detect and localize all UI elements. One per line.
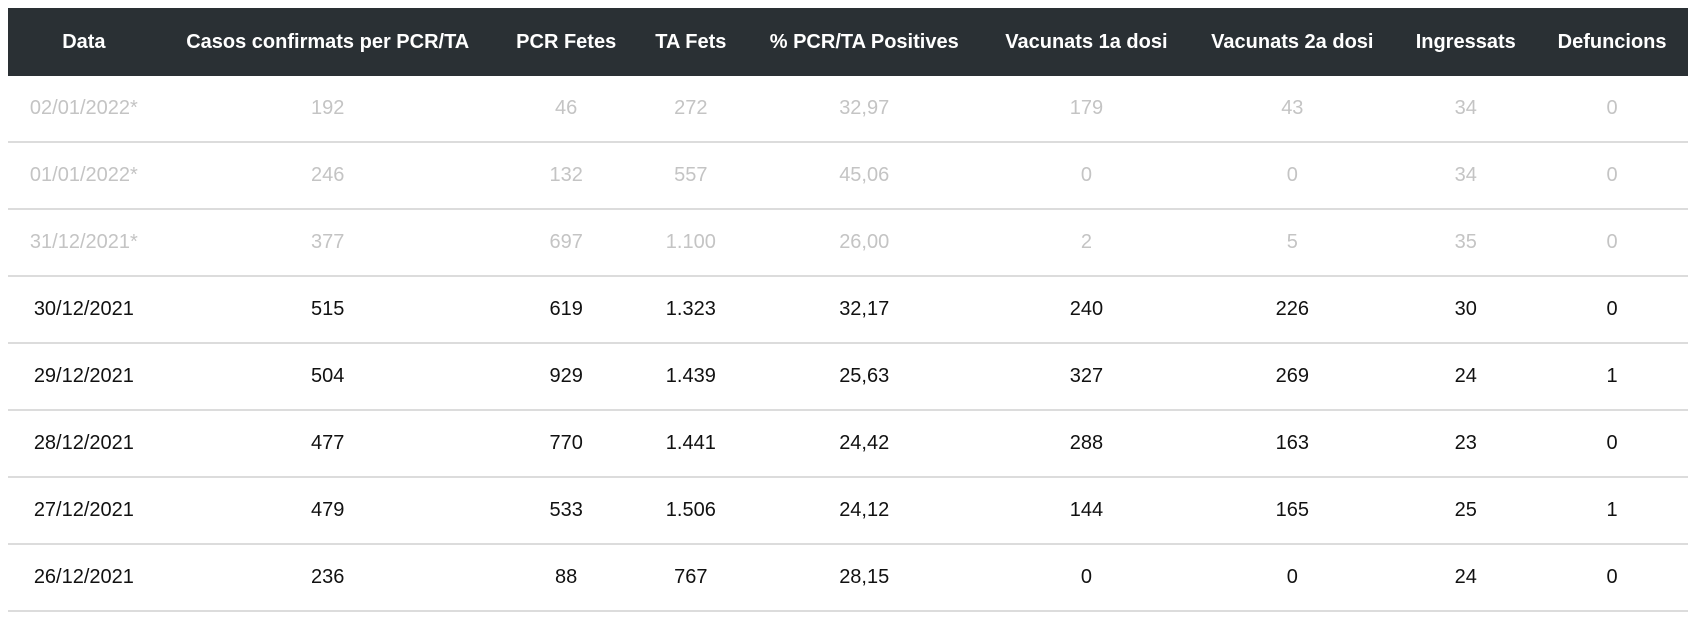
cell-hospitalized: 34 — [1395, 142, 1537, 210]
cell-ta-done: 767 — [636, 544, 745, 612]
cell-vaccinated-2nd-dose: 269 — [1189, 343, 1396, 411]
cell-vaccinated-2nd-dose: 43 — [1189, 76, 1396, 143]
cell-positive-rate: 32,17 — [745, 276, 984, 344]
cell-deaths: 1 — [1536, 343, 1688, 411]
cell-ta-done: 1.100 — [636, 209, 745, 277]
cell-vaccinated-2nd-dose: 5 — [1189, 209, 1396, 277]
cell-date: 02/01/2022* — [8, 76, 160, 143]
cell-pcr-done: 88 — [495, 544, 637, 612]
cell-ta-done: 1.323 — [636, 276, 745, 344]
cell-ta-done: 272 — [636, 76, 745, 143]
table-row: 31/12/2021* 377 697 1.100 26,00 2 5 35 0 — [8, 209, 1688, 277]
cell-confirmed-cases: 192 — [159, 76, 496, 143]
cell-vaccinated-1st-dose: 0 — [983, 142, 1190, 210]
cell-confirmed-cases: 246 — [159, 142, 496, 210]
cell-pcr-done: 770 — [495, 410, 637, 478]
cell-pcr-done: 929 — [495, 343, 637, 411]
cell-pcr-done: 697 — [495, 209, 637, 277]
column-header-deaths: Defuncions — [1557, 30, 1667, 53]
cell-hospitalized: 23 — [1395, 410, 1537, 478]
table-header-row: Data Casos confirmats per PCR/TA PCR Fetes… — [8, 8, 1688, 76]
column-header-hospitalized: Ingressats — [1415, 30, 1516, 53]
cell-vaccinated-1st-dose: 240 — [983, 276, 1190, 344]
cell-positive-rate: 28,15 — [745, 544, 984, 612]
cell-vaccinated-1st-dose: 0 — [983, 544, 1190, 612]
cell-deaths: 0 — [1536, 76, 1688, 143]
cell-hospitalized: 24 — [1395, 343, 1537, 411]
cell-ta-done: 1.441 — [636, 410, 745, 478]
covid-data-table: Data Casos confirmats per PCR/TA PCR Fetes… — [8, 8, 1688, 612]
cell-pcr-done: 132 — [495, 142, 637, 210]
cell-date: 28/12/2021 — [8, 410, 160, 478]
table-row: 29/12/2021 504 929 1.439 25,63 327 269 24 1 — [8, 343, 1688, 411]
cell-ta-done: 557 — [636, 142, 745, 210]
table-row: 30/12/2021 515 619 1.323 32,17 240 226 30 0 — [8, 276, 1688, 344]
cell-vaccinated-2nd-dose: 165 — [1189, 477, 1396, 545]
cell-hospitalized: 30 — [1395, 276, 1537, 344]
cell-deaths: 0 — [1536, 410, 1688, 478]
cell-confirmed-cases: 479 — [159, 477, 496, 545]
cell-confirmed-cases: 504 — [159, 343, 496, 411]
column-header-positive-rate: % PCR/TA Positives — [769, 30, 959, 53]
cell-deaths: 0 — [1536, 544, 1688, 612]
cell-ta-done: 1.439 — [636, 343, 745, 411]
cell-positive-rate: 32,97 — [745, 76, 984, 143]
table-row: 02/01/2022* 192 46 272 32,97 179 43 34 0 — [8, 76, 1688, 143]
cell-date: 01/01/2022* — [8, 142, 160, 210]
cell-positive-rate: 25,63 — [745, 343, 984, 411]
cell-confirmed-cases: 515 — [159, 276, 496, 344]
cell-ta-done: 1.506 — [636, 477, 745, 545]
cell-vaccinated-1st-dose: 327 — [983, 343, 1190, 411]
cell-vaccinated-2nd-dose: 226 — [1189, 276, 1396, 344]
cell-vaccinated-1st-dose: 144 — [983, 477, 1190, 545]
column-header-pcr-done: PCR Fetes — [516, 30, 617, 53]
cell-date: 29/12/2021 — [8, 343, 160, 411]
cell-hospitalized: 34 — [1395, 76, 1537, 143]
cell-date: 26/12/2021 — [8, 544, 160, 612]
table-row: 26/12/2021 236 88 767 28,15 0 0 24 0 — [8, 544, 1688, 612]
cell-confirmed-cases: 477 — [159, 410, 496, 478]
cell-hospitalized: 25 — [1395, 477, 1537, 545]
column-header-date: Data — [62, 30, 106, 53]
cell-pcr-done: 619 — [495, 276, 637, 344]
cell-date: 30/12/2021 — [8, 276, 160, 344]
cell-date: 27/12/2021 — [8, 477, 160, 545]
cell-positive-rate: 45,06 — [745, 142, 984, 210]
cell-positive-rate: 24,12 — [745, 477, 984, 545]
column-header-vaccinated-2nd-dose: Vacunats 2a dosi — [1211, 30, 1374, 53]
table-row: 01/01/2022* 246 132 557 45,06 0 0 34 0 — [8, 142, 1688, 210]
cell-vaccinated-1st-dose: 2 — [983, 209, 1190, 277]
table-row: 28/12/2021 477 770 1.441 24,42 288 163 23 0 — [8, 410, 1688, 478]
column-header-ta-done: TA Fets — [655, 30, 727, 53]
cell-vaccinated-2nd-dose: 0 — [1189, 544, 1396, 612]
cell-deaths: 0 — [1536, 142, 1688, 210]
cell-positive-rate: 26,00 — [745, 209, 984, 277]
column-header-confirmed-cases: Casos confirmats per PCR/TA — [186, 30, 470, 53]
table-header: Data Casos confirmats per PCR/TA PCR Fetes… — [8, 8, 1688, 76]
cell-pcr-done: 533 — [495, 477, 637, 545]
cell-vaccinated-1st-dose: 179 — [983, 76, 1190, 143]
cell-positive-rate: 24,42 — [745, 410, 984, 478]
cell-confirmed-cases: 377 — [159, 209, 496, 277]
covid-data-table-container: Data Casos confirmats per PCR/TA PCR Fetes… — [8, 8, 1688, 612]
cell-confirmed-cases: 236 — [159, 544, 496, 612]
cell-vaccinated-1st-dose: 288 — [983, 410, 1190, 478]
table-body: 02/01/2022* 192 46 272 32,97 179 43 34 0 01/01/20… — [8, 76, 1688, 612]
cell-hospitalized: 24 — [1395, 544, 1537, 612]
cell-deaths: 0 — [1536, 209, 1688, 277]
column-header-vaccinated-1st-dose: Vacunats 1a dosi — [1005, 30, 1168, 53]
cell-vaccinated-2nd-dose: 163 — [1189, 410, 1396, 478]
cell-vaccinated-2nd-dose: 0 — [1189, 142, 1396, 210]
cell-deaths: 1 — [1536, 477, 1688, 545]
cell-hospitalized: 35 — [1395, 209, 1537, 277]
cell-pcr-done: 46 — [495, 76, 637, 143]
cell-deaths: 0 — [1536, 276, 1688, 344]
cell-date: 31/12/2021* — [8, 209, 160, 277]
table-row: 27/12/2021 479 533 1.506 24,12 144 165 25 1 — [8, 477, 1688, 545]
